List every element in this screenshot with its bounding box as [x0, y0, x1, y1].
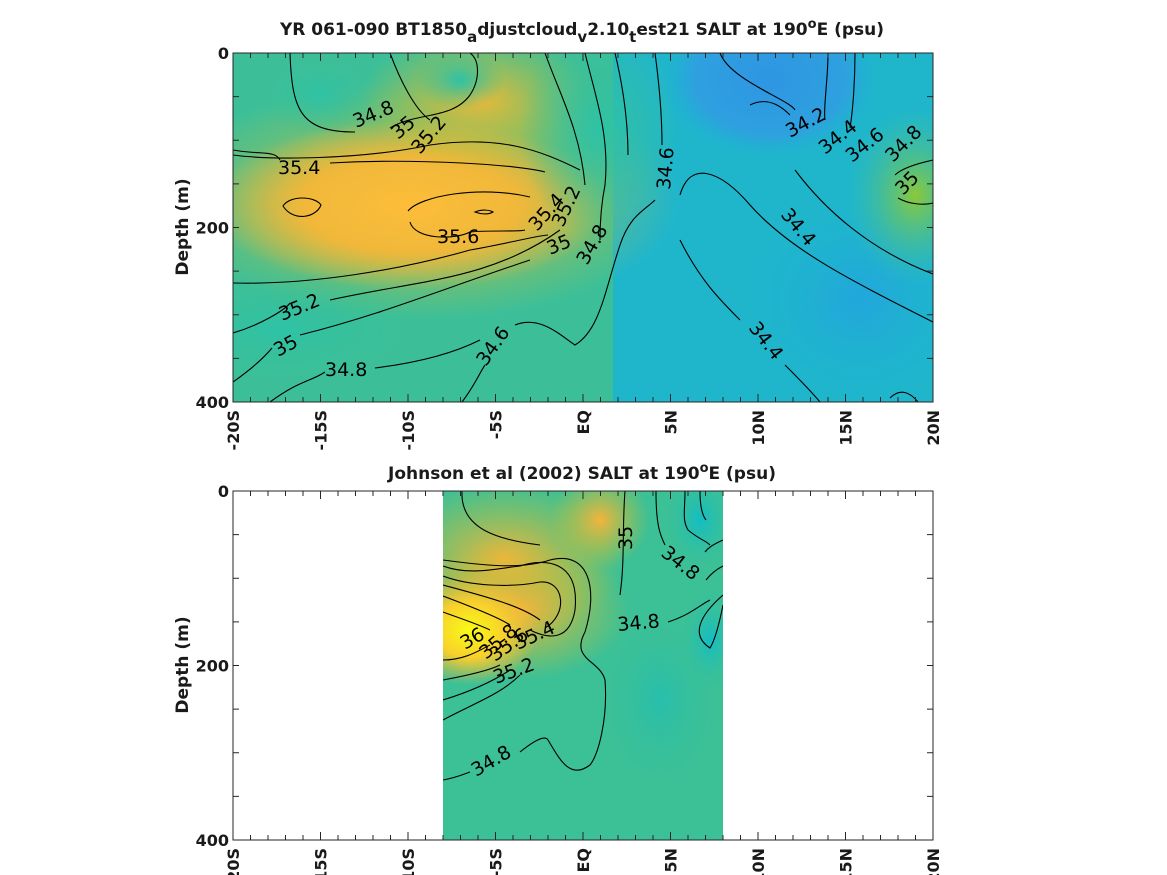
x-tick-label: -5S	[487, 410, 506, 439]
top-title: YR 061-090 BT1850adjustcloudv2.10test21 …	[279, 17, 884, 46]
y-tick-label: 200	[196, 657, 229, 676]
bottom-field	[443, 491, 723, 840]
bottom-panel: Johnson et al (2002) SALT at 190oE (psu)	[173, 461, 943, 875]
x-tick-label: EQ	[574, 410, 593, 435]
contour-label: 35	[615, 526, 637, 550]
x-tick-label: -5S	[487, 848, 506, 875]
x-tick-label: -20S	[224, 410, 243, 450]
x-tick-label: 20N	[924, 848, 943, 875]
y-tick-label: 0	[218, 44, 229, 63]
top-axes: -20S -15S -10S -5S EQ 5N 10N 15N 20N 0 200 400	[196, 44, 943, 450]
contour-label: 34.6	[653, 146, 679, 190]
top-field	[233, 53, 933, 402]
contour-label: 35.6	[437, 226, 479, 248]
x-tick-label: 15N	[837, 410, 856, 446]
x-tick-label: -15S	[312, 410, 331, 450]
x-tick-label: 5N	[662, 410, 681, 435]
y-tick-label: 400	[196, 393, 229, 412]
top-y-axis-label: Depth (m)	[173, 178, 193, 275]
top-panel: YR 061-090 BT1850adjustcloudv2.10test21 …	[173, 17, 943, 450]
bottom-axes: -20S -15S -10S -5S EQ 5N 10N 15N 20N 0 200 400	[196, 482, 943, 875]
x-tick-label: 15N	[837, 848, 856, 875]
y-tick-label: 200	[196, 219, 229, 238]
bottom-title: Johnson et al (2002) SALT at 190oE (psu)	[387, 461, 776, 484]
x-tick-label: -10S	[399, 848, 418, 875]
x-tick-label: 10N	[749, 410, 768, 446]
x-tick-label: 10N	[749, 848, 768, 875]
bottom-y-axis-label: Depth (m)	[173, 616, 193, 713]
x-tick-label: EQ	[574, 848, 593, 873]
x-tick-label: -15S	[312, 848, 331, 875]
x-tick-label: 20N	[924, 410, 943, 446]
y-tick-label: 400	[196, 831, 229, 850]
x-tick-label: 5N	[662, 848, 681, 873]
bottom-contours	[443, 491, 723, 781]
contour-label: 35.4	[278, 157, 320, 179]
y-tick-label: 0	[218, 482, 229, 501]
top-contours	[233, 53, 933, 402]
contour-label: 34.8	[325, 359, 367, 381]
x-tick-label: -10S	[399, 410, 418, 450]
contour-label: 34.8	[617, 610, 661, 636]
x-tick-label: -20S	[224, 848, 243, 875]
